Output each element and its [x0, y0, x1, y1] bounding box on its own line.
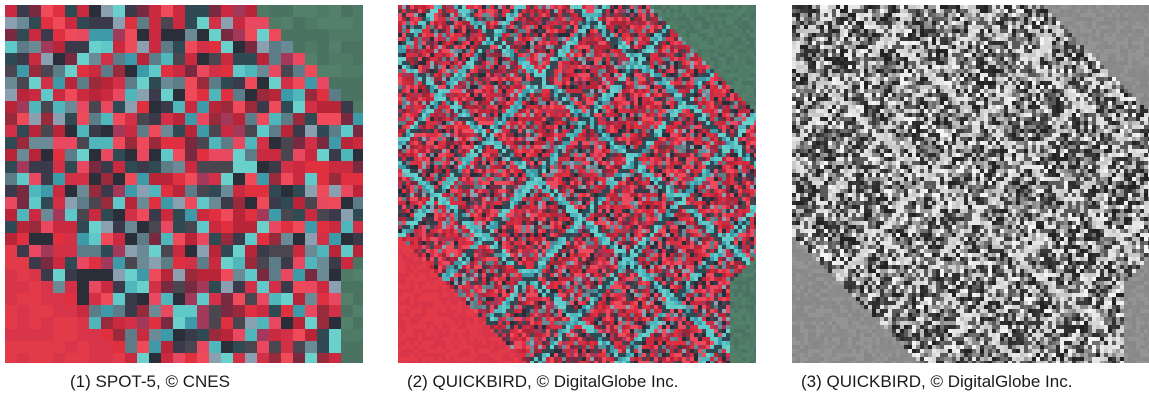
caption-1: (1) SPOT-5, © CNES — [70, 372, 230, 391]
caption-2-sensor: QUICKBIRD — [432, 372, 527, 391]
caption-1-number: (1) — [70, 372, 91, 391]
caption-3-owner: DigitalGlobe Inc. — [947, 372, 1073, 391]
caption-3: (3) QUICKBIRD, © DigitalGlobe Inc. — [801, 372, 1073, 391]
caption-2: (2) QUICKBIRD, © DigitalGlobe Inc. — [407, 372, 679, 391]
caption-2-owner: DigitalGlobe Inc. — [553, 372, 679, 391]
caption-2-number: (2) — [407, 372, 428, 391]
caption-3-sensor: QUICKBIRD — [826, 372, 921, 391]
copyright-icon: © — [930, 372, 943, 391]
caption-1-sensor: SPOT-5 — [95, 372, 156, 391]
quickbird-pan-image — [792, 5, 1149, 363]
caption-1-owner: CNES — [182, 372, 230, 391]
copyright-icon: © — [165, 372, 178, 391]
caption-3-number: (3) — [801, 372, 822, 391]
spot5-image — [5, 5, 363, 363]
copyright-icon: © — [536, 372, 549, 391]
quickbird-color-image — [398, 5, 756, 363]
